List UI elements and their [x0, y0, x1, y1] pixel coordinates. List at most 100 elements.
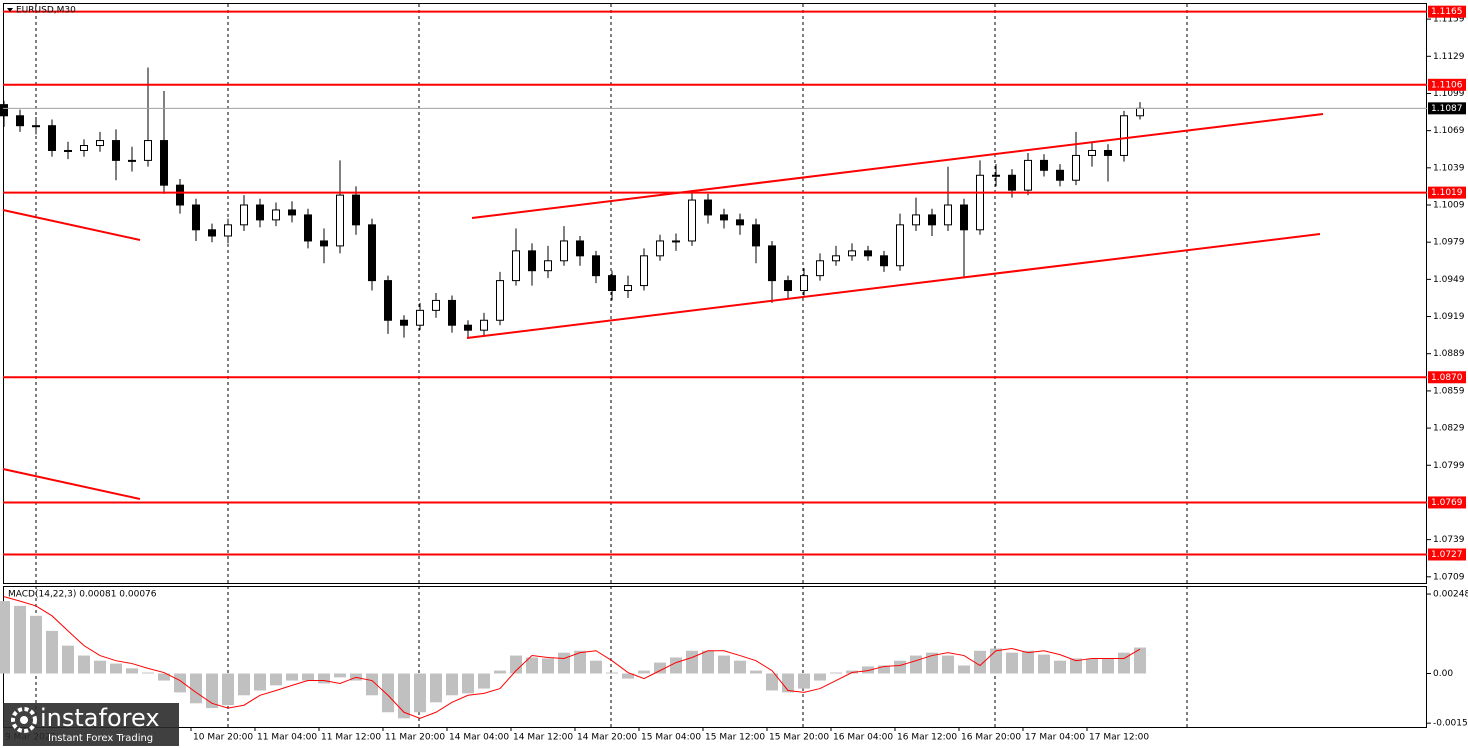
- logo-gear: [11, 707, 37, 733]
- candle-body: [1024, 159, 1032, 191]
- macd-bar: [1086, 658, 1098, 674]
- macd-bar: [30, 615, 42, 674]
- macd-bar: [510, 655, 522, 674]
- channel-upper: [471, 113, 1324, 219]
- candle-body: [864, 250, 872, 257]
- macd-bar: [702, 650, 714, 674]
- macd-bar: [1134, 647, 1146, 674]
- candle-body: [688, 199, 696, 242]
- macd-bar: [142, 672, 154, 674]
- candle-body: [512, 250, 520, 282]
- macd-bar: [14, 605, 26, 674]
- macd-bar: [0, 601, 10, 674]
- y-tick-label: 1.0829: [1433, 424, 1465, 434]
- candle-body: [416, 309, 424, 326]
- macd-bar: [670, 657, 682, 674]
- macd-bar: [606, 672, 618, 674]
- candle-body: [784, 280, 792, 292]
- candle-body: [1120, 115, 1128, 156]
- macd-bar: [414, 673, 426, 713]
- level-label-box: [1428, 186, 1466, 199]
- macd-bar: [1038, 654, 1050, 674]
- candle-body: [992, 174, 1000, 177]
- macd-bar: [126, 668, 138, 674]
- candle-body: [704, 199, 712, 216]
- candle-body: [912, 214, 920, 226]
- macd-bar: [1070, 658, 1082, 674]
- macd-y-tick-label: 0.00248: [1433, 590, 1468, 600]
- logo-name: instaforex: [40, 704, 160, 732]
- macd-signal-line: [3, 596, 1141, 719]
- y-tick-label: 1.1099: [1433, 89, 1465, 99]
- macd-bar: [862, 666, 874, 674]
- candle-body: [1136, 107, 1144, 117]
- macd-bar: [798, 673, 810, 689]
- level-label-box: [1428, 371, 1466, 384]
- candle-body: [144, 140, 152, 161]
- macd-bar: [94, 660, 106, 674]
- y-tick-label: 1.0949: [1433, 275, 1465, 285]
- macd-bar: [622, 673, 634, 679]
- y-tick-label: 1.1129: [1433, 52, 1465, 62]
- candle-body: [880, 255, 888, 267]
- macd-bar: [110, 663, 122, 674]
- x-tick-label: 15 Mar 04:00: [641, 733, 701, 743]
- macd-bar: [494, 670, 506, 674]
- macd-bar: [878, 665, 890, 674]
- candle-body: [928, 214, 936, 226]
- level-label: 1.1165: [1431, 7, 1463, 17]
- macd-bar: [990, 648, 1002, 674]
- macd-bar: [526, 657, 538, 674]
- candle-body: [1104, 149, 1112, 156]
- macd-bar: [1022, 650, 1034, 674]
- macd-bar: [574, 650, 586, 674]
- candle-body: [48, 125, 56, 151]
- candle-body: [368, 224, 376, 282]
- day-separators: [35, 4, 1188, 727]
- candle-body: [80, 145, 88, 151]
- candle-body: [1088, 149, 1096, 156]
- candle-body: [816, 260, 824, 277]
- level-label: 1.0769: [1431, 498, 1463, 508]
- macd-bar: [254, 673, 266, 691]
- candle-body: [320, 240, 328, 247]
- candle-body: [1040, 159, 1048, 171]
- level-label: 1.1019: [1431, 188, 1463, 198]
- y-tick-label: 1.0889: [1433, 349, 1465, 359]
- x-tick-label: 11 Mar 04:00: [257, 733, 317, 743]
- macd-bar: [590, 660, 602, 674]
- y-tick-label: 1.0979: [1433, 238, 1465, 248]
- x-tick-label: 10 Mar 20:00: [193, 733, 253, 743]
- x-tick-label: 16 Mar 20:00: [961, 733, 1021, 743]
- y-tick-label: 1.1009: [1433, 201, 1465, 211]
- macd-bar: [1118, 652, 1130, 674]
- candle-body: [336, 194, 344, 247]
- candle-body: [1008, 174, 1016, 191]
- candle-body: [800, 275, 808, 292]
- candle-body: [960, 204, 968, 231]
- candle-body: [592, 255, 600, 277]
- candle-body: [976, 174, 984, 231]
- logo: instaforex Instant Forex Trading: [3, 703, 179, 746]
- candle-body: [112, 140, 120, 161]
- x-tick-label: 17 Mar 12:00: [1089, 733, 1149, 743]
- current-price-box: [1428, 102, 1466, 115]
- x-tick-label: 17 Mar 04:00: [1025, 733, 1085, 743]
- candle-body: [832, 255, 840, 262]
- macd-bar: [478, 673, 490, 689]
- macd-bar: [542, 658, 554, 674]
- candle-body: [352, 194, 360, 226]
- y-tick-label: 1.1069: [1433, 126, 1465, 136]
- macd-bar: [366, 673, 378, 696]
- main-frame: [3, 3, 1427, 584]
- candle-body: [32, 125, 40, 128]
- macd-bar: [926, 652, 938, 674]
- candle-body: [288, 209, 296, 216]
- candle-body: [96, 140, 104, 147]
- y-tick-label: 1.0859: [1433, 386, 1465, 396]
- marks: 1.1159 1.1129 1.1099 1.1069 1.1039 1.1009 1.09…: [0, 5, 1468, 743]
- level-label-box: [1428, 78, 1466, 91]
- macd-bar: [430, 673, 442, 703]
